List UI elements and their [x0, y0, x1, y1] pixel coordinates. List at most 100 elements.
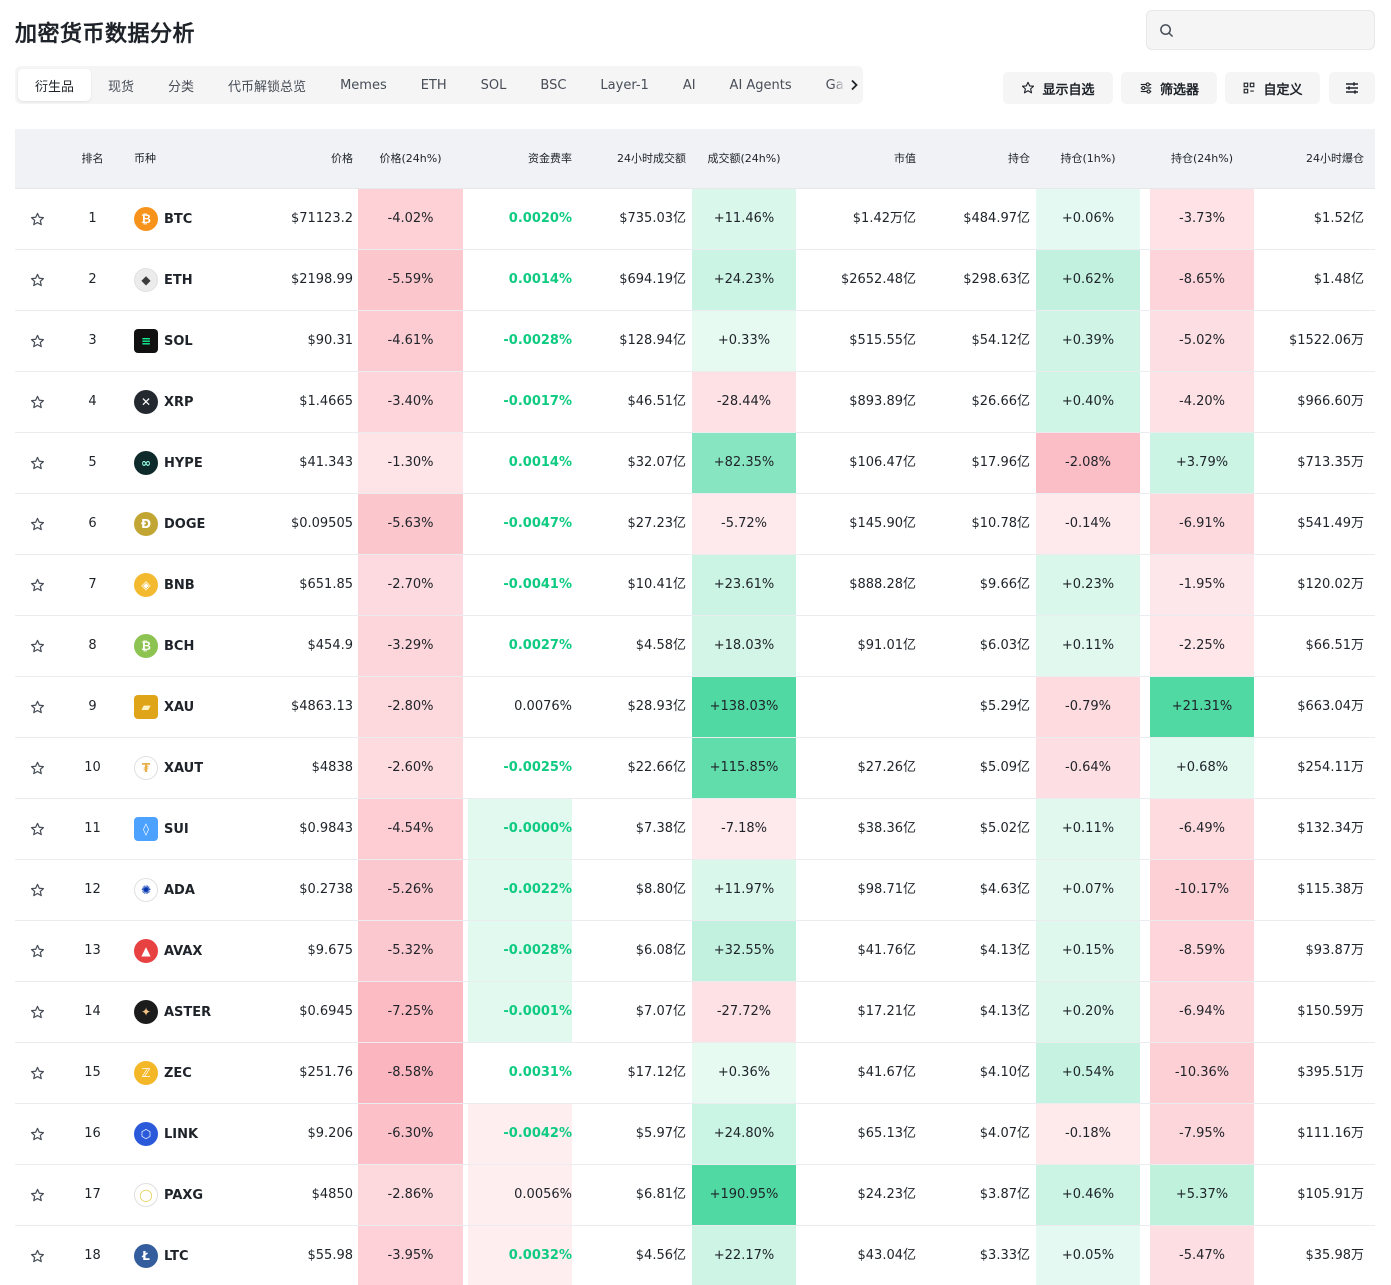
coin-link[interactable]: ₮ XAUT	[134, 756, 203, 780]
coin-link[interactable]: Ł LTC	[134, 1244, 189, 1268]
search-box[interactable]	[1146, 10, 1375, 50]
star-icon[interactable]	[30, 395, 45, 410]
star-icon[interactable]	[30, 944, 45, 959]
table-row[interactable]: 11 ◊ SUI $0.9843 -4.54% -0.0000% $7.38亿 -7.18% $…	[15, 799, 1375, 860]
star-icon[interactable]	[30, 1249, 45, 1264]
table-row[interactable]: 13 ▲ AVAX $9.675 -5.32% -0.0028% $6.08亿 +32.55%…	[15, 921, 1375, 982]
tab-0[interactable]: 衍生品	[18, 69, 92, 101]
column-header-oi[interactable]: 持仓	[1008, 152, 1030, 165]
settings-button[interactable]	[1329, 72, 1375, 104]
tab-1[interactable]: 现货	[108, 79, 135, 95]
table-row[interactable]: 3 ≡ SOL $90.31 -4.61% -0.0028% $128.94亿 +0.33% $…	[15, 311, 1375, 372]
cell-volume: $46.51亿	[627, 394, 687, 409]
table-row[interactable]: 9 ▰ XAU $4863.13 -2.80% 0.0076% $28.93亿 +138.03…	[15, 677, 1375, 738]
coin-link[interactable]: ⬡ LINK	[134, 1122, 198, 1146]
star-icon[interactable]	[30, 578, 45, 593]
heat-cell-bg	[358, 860, 463, 920]
cell-volume: $4.58亿	[635, 638, 686, 653]
coin-link[interactable]: ◯ PAXG	[134, 1183, 203, 1207]
heat-cell-bg	[692, 1104, 796, 1164]
coin-link[interactable]: ▰ XAU	[134, 695, 194, 719]
star-icon[interactable]	[30, 1005, 45, 1020]
star-icon[interactable]	[30, 517, 45, 532]
heat-cell-bg	[468, 1104, 572, 1164]
coin-link[interactable]: ▲ AVAX	[134, 939, 202, 963]
tab-3[interactable]: 代币解锁总览	[228, 79, 307, 95]
coin-link[interactable]: ₿ BCH	[134, 634, 194, 658]
coin-link[interactable]: ₿ BTC	[134, 207, 192, 231]
star-icon[interactable]	[30, 639, 45, 654]
cell-price: $4863.13	[290, 699, 353, 714]
cell-price: $4850	[311, 1187, 353, 1202]
table-row[interactable]: 7 ◈ BNB $651.85 -2.70% -0.0041% $10.41亿 +23.61%…	[15, 555, 1375, 616]
coin-link[interactable]: ◈ BNB	[134, 573, 195, 597]
star-icon[interactable]	[30, 1127, 45, 1142]
column-header-volume[interactable]: 24小时成交额	[617, 152, 686, 165]
heat-cell-bg	[1150, 372, 1254, 432]
table-row[interactable]: 1 ₿ BTC $71123.2 -4.02% 0.0020% $735.03亿 +11.46…	[15, 189, 1375, 250]
cell-oi: $9.66亿	[979, 577, 1030, 592]
watchlist-button[interactable]: 显示自选	[1003, 72, 1113, 104]
column-header-change[interactable]: 价格(24h%)	[379, 152, 442, 165]
tab-7[interactable]: BSC	[540, 77, 567, 93]
table-row[interactable]: 4 ✕ XRP $1.4665 -3.40% -0.0017% $46.51亿 -28.44%…	[15, 372, 1375, 433]
coin-link[interactable]: ◊ SUI	[134, 817, 189, 841]
coin-link[interactable]: ∞ HYPE	[134, 451, 203, 475]
star-icon[interactable]	[30, 761, 45, 776]
star-icon[interactable]	[30, 212, 45, 227]
star-icon[interactable]	[30, 1066, 45, 1081]
tab-2[interactable]: 分类	[168, 79, 195, 95]
star-icon[interactable]	[30, 822, 45, 837]
column-header-symbol[interactable]: 币种	[134, 152, 156, 165]
tab-9[interactable]: AI	[682, 77, 696, 93]
tab-10[interactable]: AI Agents	[729, 77, 792, 93]
table-row[interactable]: 18 Ł LTC $55.98 -3.95% 0.0032% $4.56亿 +22.17% $4…	[15, 1226, 1375, 1285]
coin-link[interactable]: ≡ SOL	[134, 329, 193, 353]
table-row[interactable]: 10 ₮ XAUT $4838 -2.60% -0.0025% $22.66亿 +115.85…	[15, 738, 1375, 799]
coin-link[interactable]: Ð DOGE	[134, 512, 205, 536]
tabs-scroll-right[interactable]	[833, 66, 861, 104]
column-header-mcap[interactable]: 市值	[894, 152, 916, 165]
table-row[interactable]: 15 ℤ ZEC $251.76 -8.58% 0.0031% $17.12亿 +0.36% $…	[15, 1043, 1375, 1104]
filter-button[interactable]: 筛选器	[1121, 72, 1217, 104]
coin-symbol: ETH	[164, 272, 193, 288]
column-header-funding[interactable]: 资金费率	[528, 152, 572, 165]
coin-link[interactable]: ℤ ZEC	[134, 1061, 192, 1085]
tab-4[interactable]: Memes	[340, 77, 387, 93]
cell-rank: 14	[84, 1004, 101, 1019]
table-row[interactable]: 8 ₿ BCH $454.9 -3.29% 0.0027% $4.58亿 +18.03% $91…	[15, 616, 1375, 677]
coin-link[interactable]: ✦ ASTER	[134, 1000, 211, 1024]
search-input[interactable]	[1182, 22, 1362, 38]
column-header-oi24h[interactable]: 持仓(24h%)	[1170, 152, 1233, 165]
coin-link[interactable]: ◆ ETH	[134, 268, 193, 292]
star-icon[interactable]	[30, 273, 45, 288]
tab-6[interactable]: SOL	[480, 77, 507, 93]
cell-oi: $10.78亿	[971, 516, 1031, 531]
link-icon: ⬡	[134, 1122, 158, 1146]
star-icon[interactable]	[30, 700, 45, 715]
tab-8[interactable]: Layer-1	[600, 77, 649, 93]
table-row[interactable]: 16 ⬡ LINK $9.206 -6.30% -0.0042% $5.97亿 +24.80%…	[15, 1104, 1375, 1165]
table-row[interactable]: 2 ◆ ETH $2198.99 -5.59% 0.0014% $694.19亿 +24.23…	[15, 250, 1375, 311]
column-header-vol-change[interactable]: 成交额(24h%)	[707, 152, 781, 165]
column-header-rank[interactable]: 排名	[81, 152, 104, 165]
tab-5[interactable]: ETH	[420, 77, 447, 93]
coin-link[interactable]: ✺ ADA	[134, 878, 195, 902]
coin-link[interactable]: ✕ XRP	[134, 390, 194, 414]
table-row[interactable]: 12 ✺ ADA $0.2738 -5.26% -0.0022% $8.80亿 +11.97%…	[15, 860, 1375, 921]
star-icon[interactable]	[30, 456, 45, 471]
table-row[interactable]: 14 ✦ ASTER $0.6945 -7.25% -0.0001% $7.07亿 -27.7…	[15, 982, 1375, 1043]
column-header-oi1h[interactable]: 持仓(1h%)	[1060, 152, 1116, 165]
table-row[interactable]: 6 Ð DOGE $0.09505 -5.63% -0.0047% $27.23亿 -5.72…	[15, 494, 1375, 555]
star-icon[interactable]	[30, 883, 45, 898]
table-row[interactable]: 5 ∞ HYPE $41.343 -1.30% 0.0014% $32.07亿 +82.35%…	[15, 433, 1375, 494]
column-header-liq[interactable]: 24小时爆仓	[1306, 152, 1364, 165]
eth-icon: ◆	[134, 268, 158, 292]
customize-button[interactable]: 自定义	[1225, 72, 1320, 104]
column-header-price[interactable]: 价格	[331, 152, 353, 165]
star-icon[interactable]	[30, 334, 45, 349]
cell-vol-change: -7.18%	[721, 821, 767, 836]
star-icon[interactable]	[30, 1188, 45, 1203]
table-row[interactable]: 17 ◯ PAXG $4850 -2.86% 0.0056% $6.81亿 +190.95% $…	[15, 1165, 1375, 1226]
heat-cell-bg	[1036, 250, 1140, 310]
